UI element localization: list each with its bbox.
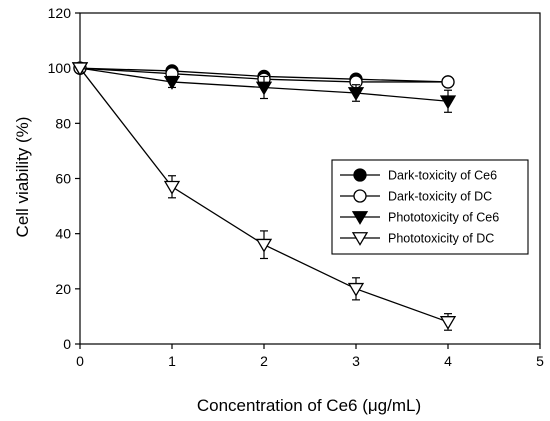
legend: Dark-toxicity of Ce6 Dark-toxicity of DC P… xyxy=(331,159,529,255)
legend-label: Phototoxicity of Ce6 xyxy=(388,211,499,225)
y-tick-label: 0 xyxy=(63,336,71,352)
data-point xyxy=(347,87,365,101)
x-tick-label: 5 xyxy=(536,353,544,369)
legend-marker xyxy=(353,189,367,203)
y-tick-label: 40 xyxy=(55,226,71,242)
data-point xyxy=(441,75,455,89)
legend-marker xyxy=(353,168,367,182)
data-point xyxy=(163,76,181,90)
legend-label: Phototoxicity of DC xyxy=(388,232,494,246)
x-tick-label: 2 xyxy=(260,353,268,369)
series-layer xyxy=(71,61,457,331)
data-point xyxy=(163,180,181,195)
legend-label: Dark-toxicity of Ce6 xyxy=(388,169,497,183)
data-point xyxy=(255,81,273,96)
data-point xyxy=(71,62,89,77)
data-point xyxy=(255,238,273,253)
series-4 xyxy=(71,62,457,331)
y-tick-label: 120 xyxy=(48,5,72,21)
y-axis-title: Cell viability (%) xyxy=(13,117,32,238)
y-tick-label: 20 xyxy=(55,281,71,297)
legend-marker xyxy=(351,232,369,246)
y-tick-label: 80 xyxy=(55,115,71,131)
data-point xyxy=(439,95,457,110)
y-tick-label: 60 xyxy=(55,171,71,187)
data-point xyxy=(439,316,457,330)
y-tick-label: 100 xyxy=(48,60,72,76)
legend-label: Dark-toxicity of DC xyxy=(388,190,492,204)
x-tick-label: 1 xyxy=(168,353,176,369)
x-tick-label: 0 xyxy=(76,353,84,369)
x-tick-label: 4 xyxy=(444,353,452,369)
legend-marker xyxy=(351,211,369,225)
axes: 0 1 2 3 4 5 0 20 40 60 80 100 120 xyxy=(48,5,544,369)
x-tick-label: 3 xyxy=(352,353,360,369)
data-point xyxy=(347,282,365,297)
x-axis-title: Concentration of Ce6 (μg/mL) xyxy=(197,396,421,415)
